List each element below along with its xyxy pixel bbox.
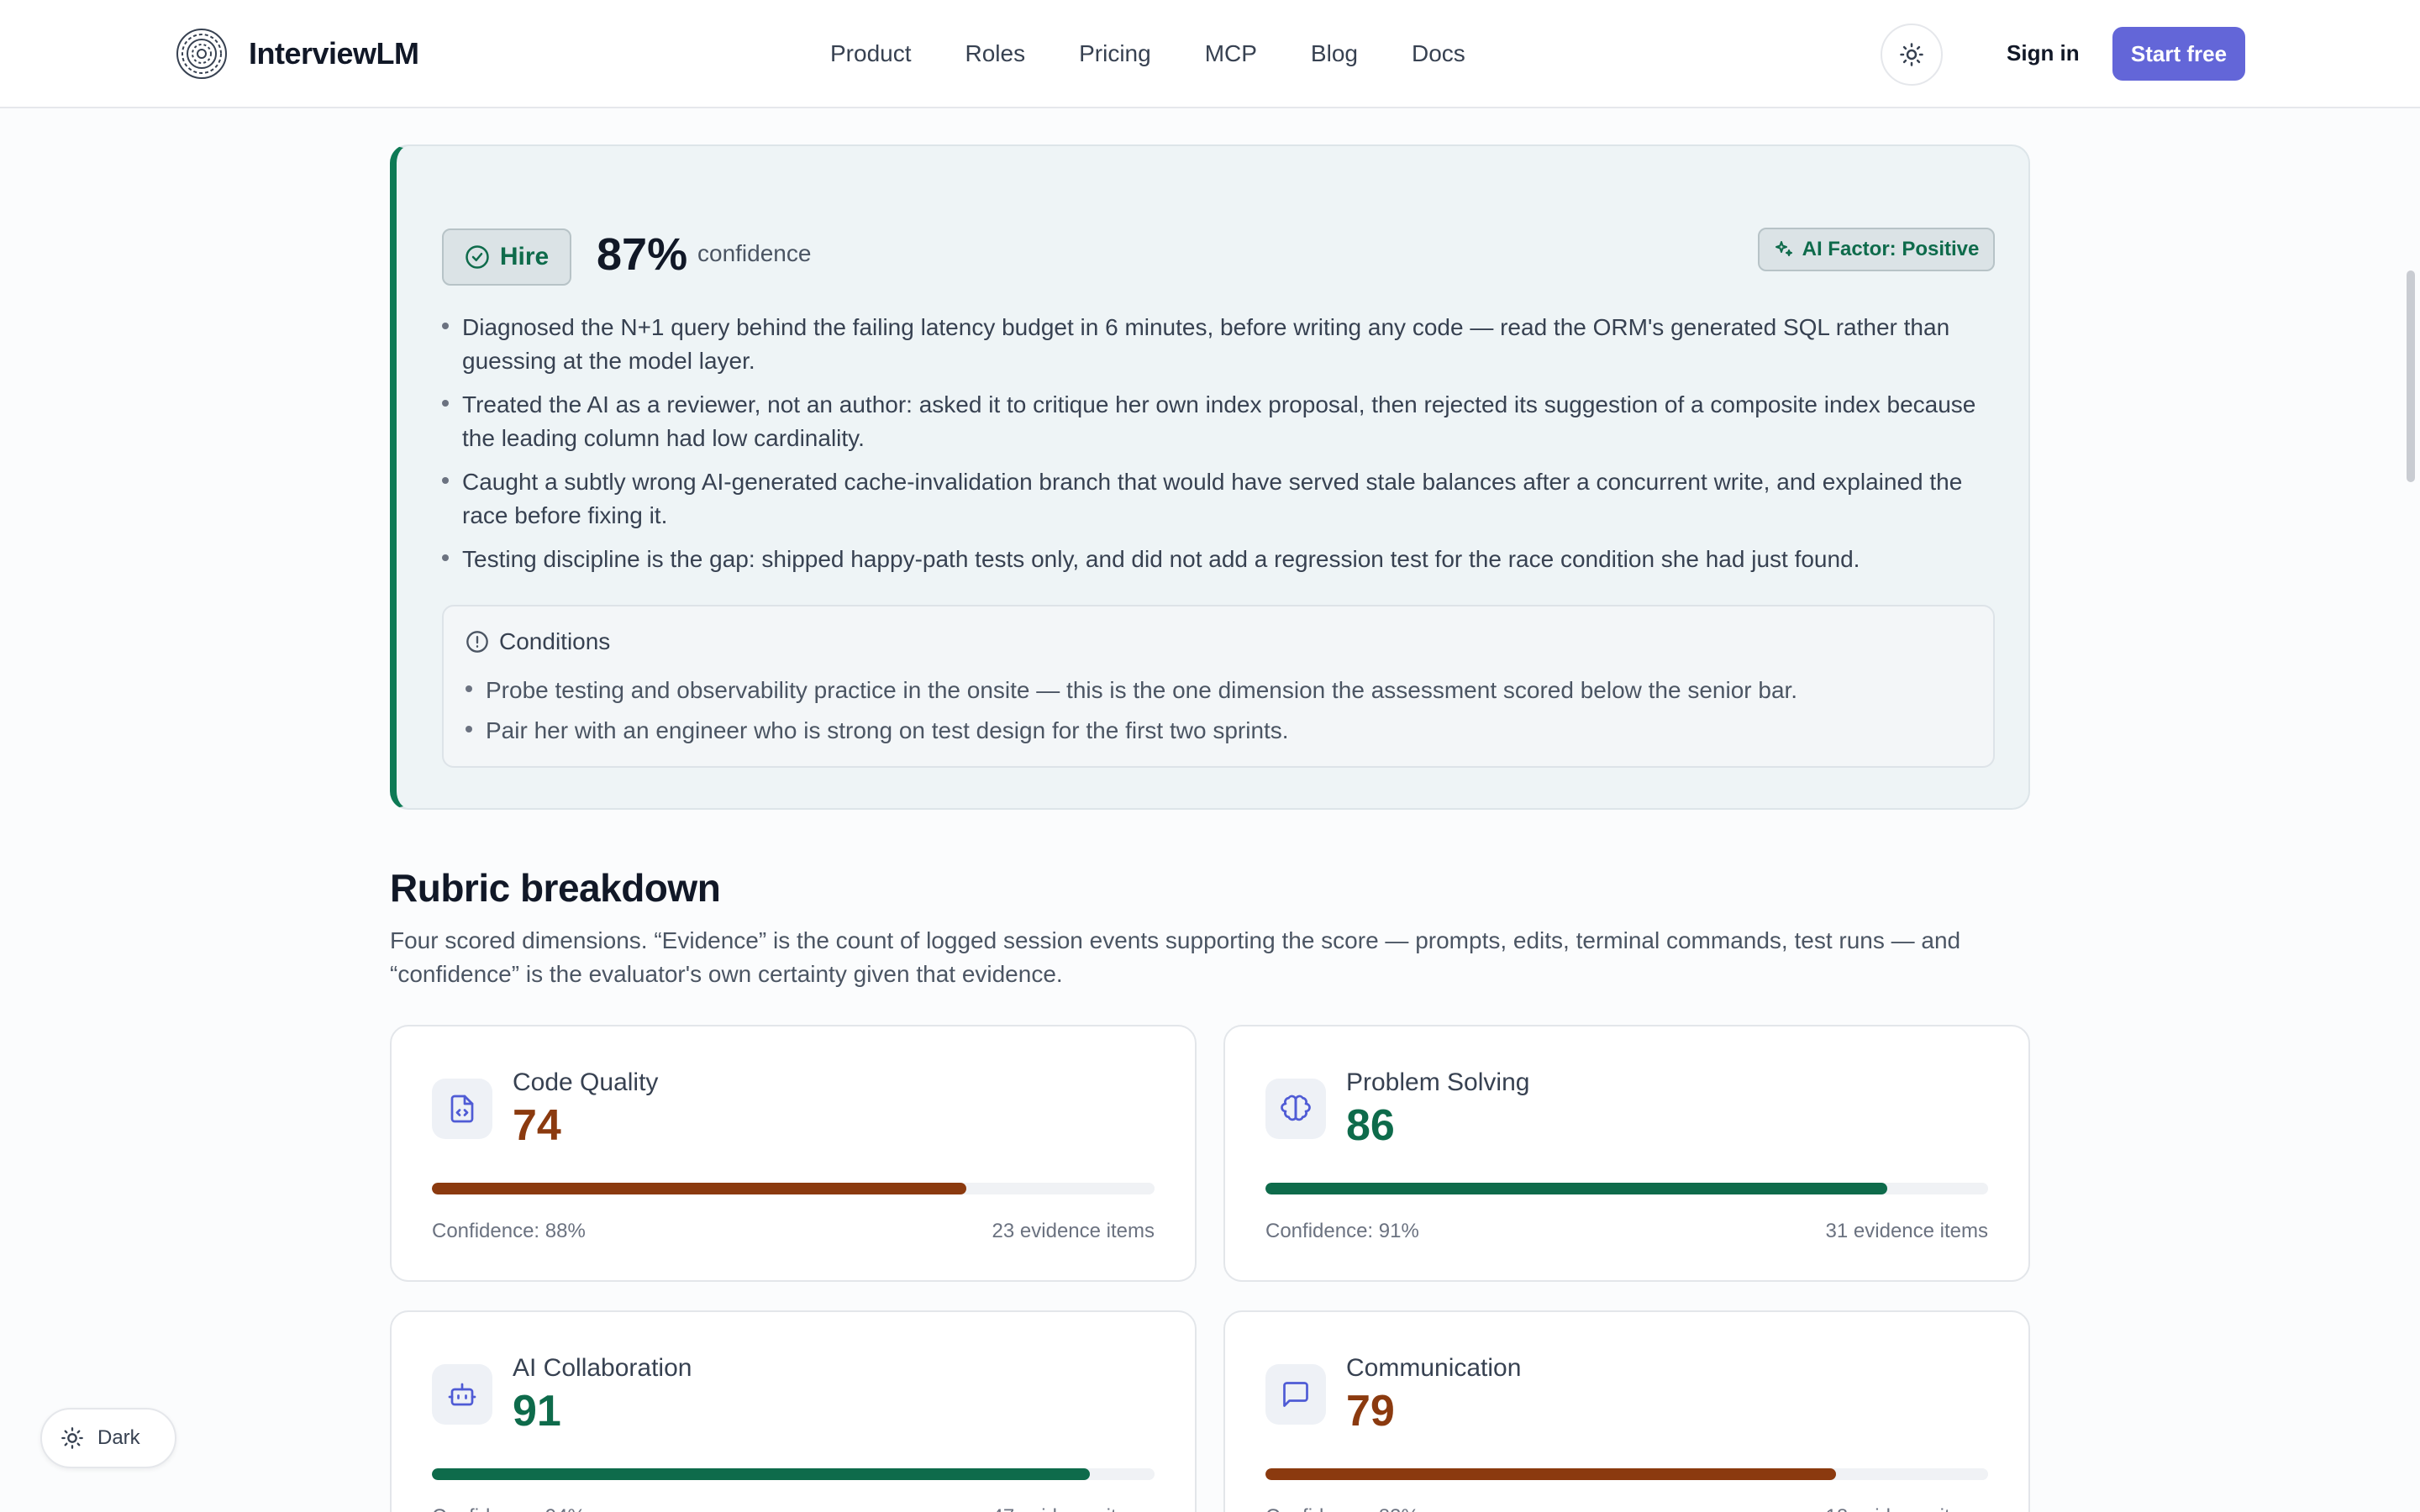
card-title: Code Quality xyxy=(513,1068,659,1096)
card-confidence: Confidence: 83% xyxy=(1265,1505,1419,1512)
list-item: Probe testing and observability practice… xyxy=(466,674,1797,707)
problem-solving-icon-box xyxy=(1265,1079,1326,1139)
top-nav: InterviewLM Product Roles Pricing MCP Bl… xyxy=(0,0,2420,108)
conditions-list: Probe testing and observability practice… xyxy=(466,674,1797,754)
card-evidence: 23 evidence items xyxy=(992,1220,1155,1242)
rubric-card-code-quality: Code Quality 74 Confidence: 88% 23 evide… xyxy=(390,1025,1197,1282)
decision-label: Hire xyxy=(499,243,550,270)
sparkles-icon xyxy=(1775,241,1792,256)
robot-icon xyxy=(448,1383,476,1406)
nav-link-pricing[interactable]: Pricing xyxy=(1079,40,1151,66)
score-bar xyxy=(1265,1183,1988,1194)
score-bar xyxy=(1265,1468,1988,1480)
verdict-bullets: Diagnosed the N+1 query behind the faili… xyxy=(442,311,2005,586)
rubric-card-communication: Communication 79 Confidence: 83% 18 evid… xyxy=(1223,1310,2030,1512)
ai-factor-label: AI Factor: Positive xyxy=(1802,238,1980,260)
score-bar-fill xyxy=(1265,1468,1837,1480)
card-score: 74 xyxy=(513,1101,561,1150)
chat-bubble-icon xyxy=(1283,1382,1308,1407)
list-item: Treated the AI as a reviewer, not an aut… xyxy=(442,388,2005,455)
card-confidence: Confidence: 88% xyxy=(432,1220,586,1242)
list-item: Pair her with an engineer who is strong … xyxy=(466,714,1797,748)
card-confidence: Confidence: 94% xyxy=(432,1505,586,1512)
sun-icon xyxy=(1900,43,1923,66)
code-file-icon xyxy=(450,1095,474,1123)
logo[interactable]: InterviewLM xyxy=(175,27,419,81)
dark-mode-label: Dark xyxy=(97,1426,140,1449)
info-circle-icon xyxy=(466,631,488,653)
conditions-box: Conditions Probe testing and observabili… xyxy=(442,605,1995,768)
brand-name: InterviewLM xyxy=(249,36,419,71)
card-confidence: Confidence: 91% xyxy=(1265,1220,1419,1242)
nav-link-product[interactable]: Product xyxy=(830,40,912,66)
verdict-card: Hire 87% confidence AI Factor: Positive … xyxy=(390,144,2030,810)
card-score: 79 xyxy=(1346,1387,1395,1436)
score-bar-fill xyxy=(432,1468,1090,1480)
card-evidence: 31 evidence items xyxy=(1825,1220,1988,1242)
sun-icon xyxy=(61,1427,83,1449)
ai-collaboration-icon-box xyxy=(432,1364,492,1425)
card-evidence: 47 evidence items xyxy=(992,1505,1155,1512)
card-score: 86 xyxy=(1346,1101,1395,1150)
hire-badge: Hire xyxy=(442,228,571,286)
check-circle-icon xyxy=(466,245,489,269)
card-evidence: 18 evidence items xyxy=(1826,1505,1988,1512)
rubric-card-ai-collaboration: AI Collaboration 91 Confidence: 94% 47 e… xyxy=(390,1310,1197,1512)
conditions-heading: Conditions xyxy=(466,628,610,655)
score-bar xyxy=(432,1183,1155,1194)
list-item: Testing discipline is the gap: shipped h… xyxy=(442,543,2005,576)
communication-icon-box xyxy=(1265,1364,1326,1425)
card-title: AI Collaboration xyxy=(513,1354,692,1382)
main-menu: Product Roles Pricing MCP Blog Docs xyxy=(830,35,1519,72)
nav-link-roles[interactable]: Roles xyxy=(965,40,1026,66)
theme-toggle-button[interactable] xyxy=(1881,24,1943,86)
rubric-description: Four scored dimensions. “Evidence” is th… xyxy=(390,927,1961,987)
rubric-card-problem-solving: Problem Solving 86 Confidence: 91% 31 ev… xyxy=(1223,1025,2030,1282)
list-item: Caught a subtly wrong AI-generated cache… xyxy=(442,465,2005,533)
list-item: Diagnosed the N+1 query behind the faili… xyxy=(442,311,2005,378)
card-title: Communication xyxy=(1346,1354,1522,1382)
card-score: 91 xyxy=(513,1387,561,1436)
nav-link-docs[interactable]: Docs xyxy=(1411,40,1465,66)
code-quality-icon-box xyxy=(432,1079,492,1139)
logo-icon xyxy=(176,29,227,79)
conditions-title: Conditions xyxy=(499,628,611,654)
scrollbar-thumb[interactable] xyxy=(2407,270,2415,482)
score-bar xyxy=(432,1468,1155,1480)
nav-link-blog[interactable]: Blog xyxy=(1310,40,1358,66)
sign-in-link[interactable]: Sign in xyxy=(2007,40,2080,66)
confidence-value: 87% xyxy=(597,229,688,280)
dark-mode-toggle[interactable]: Dark xyxy=(40,1408,176,1468)
confidence-label: confidence xyxy=(697,240,812,266)
ai-factor-badge: AI Factor: Positive xyxy=(1758,228,1995,271)
score-bar-fill xyxy=(432,1183,967,1194)
brain-icon xyxy=(1281,1095,1311,1121)
score-bar-fill xyxy=(1265,1183,1887,1194)
start-free-button[interactable]: Start free xyxy=(2112,27,2245,81)
rubric-title: Rubric breakdown xyxy=(390,866,721,910)
nav-link-mcp[interactable]: MCP xyxy=(1204,40,1257,66)
card-title: Problem Solving xyxy=(1346,1068,1530,1096)
